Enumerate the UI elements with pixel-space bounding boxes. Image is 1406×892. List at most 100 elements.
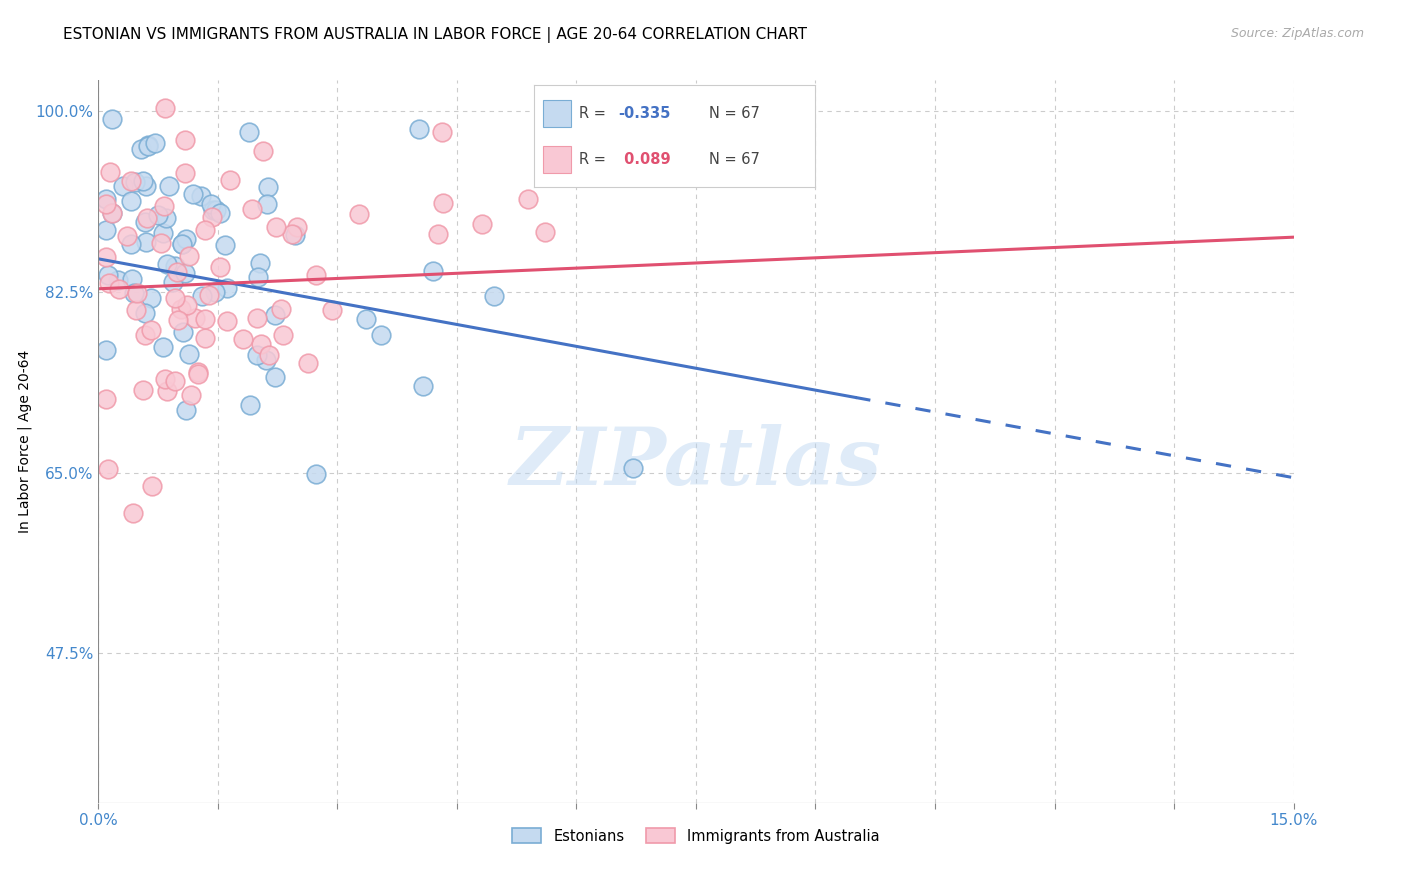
Point xyxy=(131,142,153,156)
Point xyxy=(98,165,121,179)
Point xyxy=(136,211,159,225)
Point xyxy=(240,202,263,217)
Point xyxy=(193,312,215,326)
Text: N = 67: N = 67 xyxy=(709,106,759,121)
Point xyxy=(124,175,146,189)
Point xyxy=(97,462,120,476)
Point xyxy=(152,199,174,213)
Point xyxy=(305,467,328,481)
Point xyxy=(190,188,212,202)
Point xyxy=(281,227,304,242)
Point xyxy=(96,250,118,264)
Point xyxy=(201,211,224,225)
Point xyxy=(568,94,591,108)
Point xyxy=(239,398,262,412)
Point xyxy=(297,356,319,370)
Point xyxy=(471,217,494,231)
Point xyxy=(172,325,194,339)
Point xyxy=(194,223,217,237)
Point xyxy=(170,302,193,317)
Point xyxy=(136,137,159,152)
Point xyxy=(96,343,118,358)
Point xyxy=(432,196,454,211)
Point xyxy=(256,197,278,211)
Point xyxy=(155,257,177,271)
Y-axis label: In Labor Force | Age 20-64: In Labor Force | Age 20-64 xyxy=(17,350,32,533)
Point xyxy=(134,328,156,343)
Point xyxy=(634,94,657,108)
Point xyxy=(96,197,118,211)
Point xyxy=(135,235,157,249)
Point xyxy=(166,265,188,279)
Point xyxy=(427,227,450,241)
Point xyxy=(170,236,193,251)
Point xyxy=(163,374,186,388)
Point xyxy=(247,270,270,285)
Point xyxy=(412,379,434,393)
Point xyxy=(96,223,118,237)
Point xyxy=(121,272,143,286)
Point xyxy=(356,311,378,326)
Point xyxy=(256,179,278,194)
Point xyxy=(174,232,197,246)
FancyBboxPatch shape xyxy=(543,100,571,127)
Point xyxy=(170,236,193,251)
Point xyxy=(125,303,148,318)
Point xyxy=(517,192,540,206)
Point xyxy=(180,388,202,402)
Point xyxy=(120,194,142,208)
Point xyxy=(254,353,277,368)
Point xyxy=(132,174,155,188)
Point xyxy=(100,206,122,220)
Point xyxy=(141,323,163,337)
Point xyxy=(107,273,129,287)
Point xyxy=(198,288,221,302)
Text: ZIPatlas: ZIPatlas xyxy=(510,425,882,502)
Point xyxy=(187,365,209,379)
Point xyxy=(264,219,287,234)
Text: Source: ZipAtlas.com: Source: ZipAtlas.com xyxy=(1230,27,1364,40)
Point xyxy=(162,275,184,289)
Point xyxy=(115,229,138,244)
Point xyxy=(370,327,392,342)
Point xyxy=(135,178,157,193)
Point xyxy=(259,348,281,362)
Point xyxy=(121,506,143,520)
Point xyxy=(101,112,124,127)
Point xyxy=(200,196,222,211)
Point xyxy=(533,225,555,239)
Point xyxy=(96,392,118,406)
Point xyxy=(287,220,309,235)
Point xyxy=(271,327,294,342)
Point xyxy=(165,291,187,305)
Point xyxy=(232,332,254,346)
Point xyxy=(173,133,195,147)
Text: N = 67: N = 67 xyxy=(709,153,759,167)
Point xyxy=(155,101,177,115)
Point xyxy=(177,249,200,263)
Text: R =: R = xyxy=(579,106,610,121)
Point xyxy=(482,289,505,303)
Point xyxy=(98,276,121,290)
Point xyxy=(349,207,371,221)
Point xyxy=(101,206,124,220)
Legend: Estonians, Immigrants from Australia: Estonians, Immigrants from Australia xyxy=(506,822,886,850)
Text: R =: R = xyxy=(579,153,610,167)
Point xyxy=(204,285,226,299)
Point xyxy=(264,369,287,384)
Point xyxy=(174,266,197,280)
Point xyxy=(187,368,209,382)
Point xyxy=(120,236,142,251)
Point xyxy=(111,179,134,194)
Point xyxy=(204,203,226,218)
Point xyxy=(422,264,444,278)
Point xyxy=(132,384,155,398)
Point xyxy=(146,208,169,222)
Point xyxy=(174,166,197,180)
Point xyxy=(249,256,271,270)
Point xyxy=(157,178,180,193)
Text: ESTONIAN VS IMMIGRANTS FROM AUSTRALIA IN LABOR FORCE | AGE 20-64 CORRELATION CHA: ESTONIAN VS IMMIGRANTS FROM AUSTRALIA IN… xyxy=(63,27,807,43)
Point xyxy=(219,173,242,187)
Point xyxy=(108,282,131,296)
Point xyxy=(134,306,156,320)
